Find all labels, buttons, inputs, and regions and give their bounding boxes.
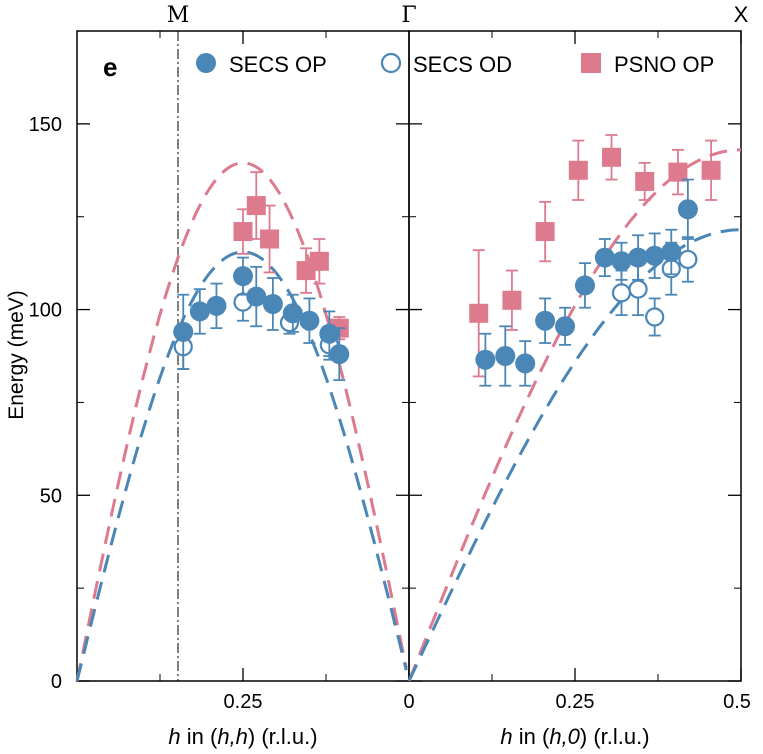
psno-op-left-point [246,196,266,216]
theory-curve-pink-left [75,161,408,682]
left-panel-frame [76,30,410,682]
right-x-axis-label: h in (h,0) (r.l.u.) [500,724,649,749]
legend: SECS OP SECS OD PSNO OP [196,52,714,77]
secs-op-right-point [628,247,649,268]
y-tick-label: 0 [51,671,62,693]
y-tick-label: 50 [40,485,62,507]
psno-op-right-point [502,290,522,310]
legend-label-secs-op: SECS OP [229,52,327,77]
secs-od-right-point [611,283,632,303]
top-label-x: X [734,2,749,27]
secs-od-right-point [645,307,665,327]
secs-op-left-point [206,295,227,316]
secs-od-right-point [678,249,698,270]
right-panel-frame [408,30,742,682]
secs-op-right-point [515,353,536,374]
data-points [173,134,721,387]
psno-op-left-point [260,229,280,249]
secs-op-left-point [282,303,303,324]
psno-op-right-point [469,303,489,323]
secs-op-left-point [319,323,340,344]
secs-op-right-point [555,316,576,337]
psno-op-right-point [602,147,622,167]
plot-frames [76,30,742,682]
secs-op-right-point [661,242,682,262]
legend-label-psno-op: PSNO OP [614,52,714,77]
secs-od-right-point [628,279,648,299]
psno-op-left-point [309,251,329,271]
psno-op-right-point [535,222,555,242]
secs-op-left-point [262,294,283,314]
y-axis-label: Energy (meV) [5,290,28,420]
y-tick-label: 100 [29,300,62,322]
psno-op-right-point [635,171,655,191]
x-tick-label: 0.25 [224,691,263,713]
secs-op-left-point [173,321,194,342]
secs-op-left-point [233,266,253,287]
panel-label: e [103,52,117,82]
theory-curve-pink-right [407,148,741,682]
x-tick-label: 0.25 [556,691,595,713]
psno-op-left-point [233,222,253,242]
secs-op-left-point [329,344,350,365]
secs-op-right-point [535,310,556,331]
legend-marker-secs-od [380,52,402,74]
axis-ticks [77,30,742,682]
secs-op-right-point [594,247,615,268]
x-tick-label: 0.5 [723,691,751,713]
y-tick-labels: 0 50 100 150 [29,114,62,693]
psno-op-right-point [668,162,688,182]
left-x-axis-label: h in (h,h) (r.l.u.) [168,724,317,749]
legend-label-secs-od: SECS OD [413,52,512,77]
secs-op-left-point [299,310,320,331]
secs-op-left-point [246,286,267,307]
psno-op-right-point [701,160,721,180]
psno-op-right-point [568,160,588,180]
x-tick-label: 0 [403,691,414,713]
secs-op-right-point [611,251,632,272]
top-label-m: M [167,3,190,28]
secs-op-right-point [644,245,665,266]
top-label-gamma: Γ [401,3,416,28]
secs-op-left-point [189,301,210,322]
legend-marker-secs-op [196,53,216,73]
secs-op-right-point [677,199,698,220]
y-tick-label: 150 [29,114,62,136]
x-tick-labels: 0.25 0 0.25 0.5 [224,691,751,713]
theory-curve-blue-right [407,228,741,682]
secs-op-right-point [475,349,496,370]
secs-op-right-point [495,346,516,366]
secs-op-right-point [574,275,595,296]
theory-curve-blue-left [75,250,408,682]
legend-marker-psno-op [581,53,601,73]
